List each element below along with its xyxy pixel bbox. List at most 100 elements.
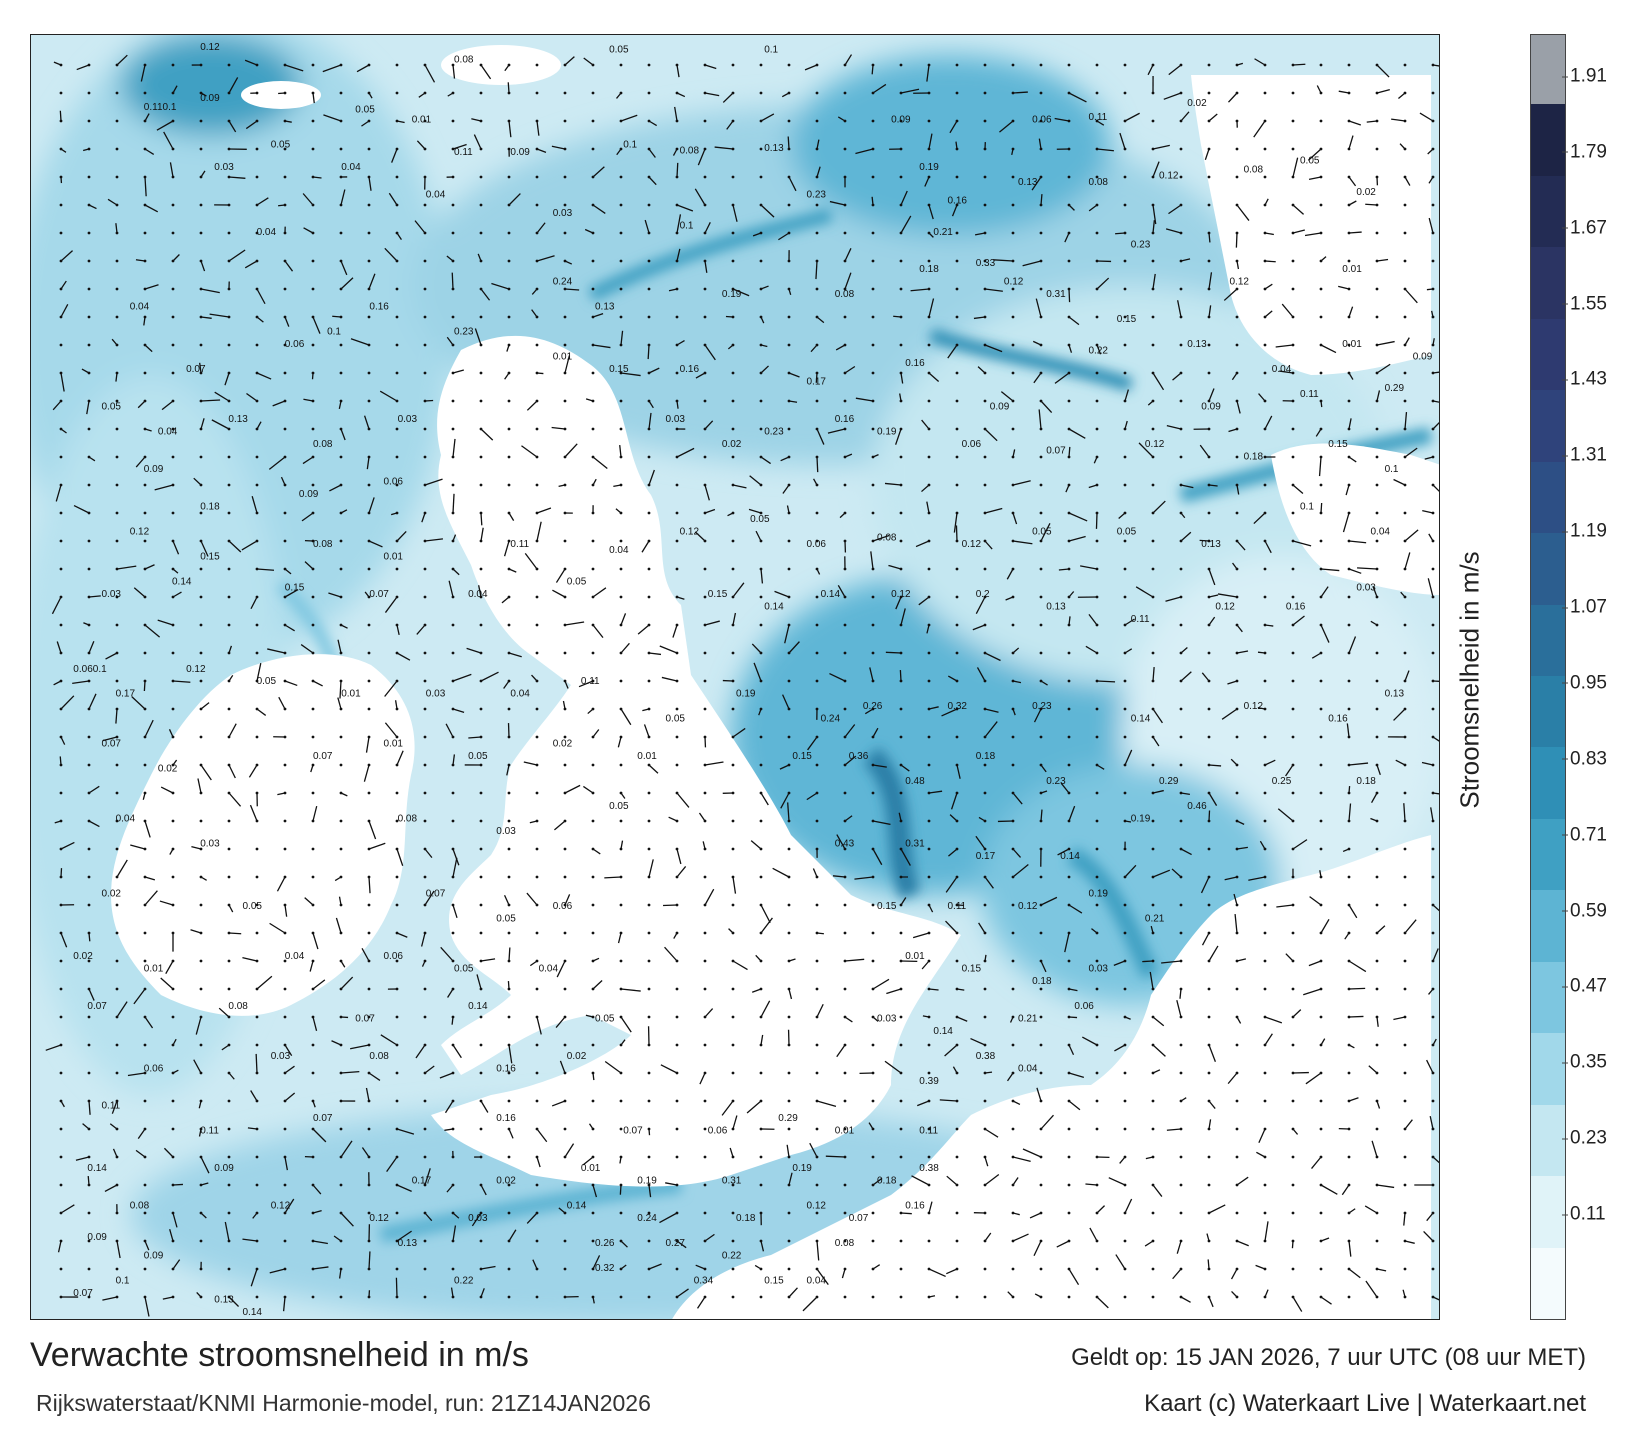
grid-dot: [1235, 987, 1239, 991]
grid-dot: [367, 1015, 371, 1019]
current-arrow: [144, 624, 161, 638]
grid-dot: [423, 567, 427, 571]
current-arrow: [782, 484, 790, 494]
current-arrow: [284, 260, 294, 272]
current-arrow: [1348, 135, 1354, 150]
speed-label: 0.05: [750, 514, 770, 525]
grid-dot: [619, 399, 623, 403]
grid-dot: [647, 203, 651, 207]
current-arrow: [1364, 1205, 1378, 1214]
grid-dot: [1319, 539, 1323, 543]
current-arrow: [73, 504, 90, 514]
colorbar-segment: [1531, 960, 1565, 1034]
current-arrow: [928, 706, 939, 710]
current-arrow: [900, 608, 906, 626]
current-arrow: [854, 876, 874, 880]
current-arrow: [1166, 1128, 1182, 1131]
grid-dot: [199, 1043, 203, 1047]
speed-label: 0.14: [821, 589, 841, 600]
grid-dot: [1207, 259, 1211, 263]
grid-dot: [675, 511, 679, 515]
colorbar-segment: [1531, 1246, 1565, 1319]
speed-label: 0.15: [200, 551, 220, 562]
grid-dot: [591, 763, 595, 767]
current-arrow: [984, 288, 1003, 292]
grid-dot: [171, 875, 175, 879]
grid-dot: [675, 1155, 679, 1159]
current-arrow: [551, 426, 566, 430]
current-arrow: [172, 591, 182, 598]
grid-dot: [899, 791, 903, 795]
grid-dot: [619, 679, 623, 683]
grid-dot: [815, 987, 819, 991]
current-arrow: [88, 988, 95, 1001]
current-arrow: [1285, 953, 1294, 962]
grid-dot: [507, 1183, 511, 1187]
grid-dot: [1375, 679, 1379, 683]
current-arrow: [1012, 863, 1029, 878]
current-arrow: [886, 988, 902, 995]
current-arrow: [1068, 92, 1087, 103]
grid-dot: [899, 1155, 903, 1159]
speed-label: 0.1: [116, 1276, 130, 1287]
current-arrow: [368, 1251, 371, 1270]
grid-dot: [955, 175, 959, 179]
grid-dot: [143, 1267, 147, 1271]
current-arrow: [583, 785, 594, 794]
speed-label: 0.07: [426, 888, 446, 899]
grid-dot: [1403, 1267, 1407, 1271]
speed-label: 0.12: [271, 1201, 291, 1212]
grid-dot: [927, 91, 931, 95]
current-arrow: [526, 1212, 538, 1224]
current-arrow: [1346, 723, 1350, 738]
current-arrow: [900, 848, 911, 866]
current-arrow: [976, 667, 986, 682]
grid-dot: [1151, 567, 1155, 571]
current-arrow: [1147, 64, 1154, 76]
grid-dot: [731, 707, 735, 711]
speed-label: 0.04: [116, 814, 136, 825]
current-arrow: [1152, 869, 1171, 878]
speed-label: 0.18: [877, 1176, 897, 1187]
grid-dot: [227, 987, 231, 991]
grid-dot: [171, 287, 175, 291]
current-arrow: [1068, 1044, 1075, 1056]
grid-dot: [1375, 875, 1379, 879]
grid-dot: [1067, 1155, 1071, 1159]
current-arrow: [312, 92, 315, 104]
current-arrow: [555, 1016, 566, 1028]
grid-dot: [1151, 651, 1155, 655]
current-arrow: [1150, 925, 1154, 934]
current-arrow: [137, 1128, 146, 1140]
current-arrow: [1208, 568, 1216, 586]
grid-dot: [227, 483, 231, 487]
speed-label: 0.13: [214, 1294, 234, 1305]
current-arrow: [340, 976, 354, 990]
speed-label: 0.03: [398, 414, 418, 425]
current-arrow: [396, 1184, 412, 1192]
grid-dot: [507, 455, 511, 459]
current-arrow: [59, 756, 62, 766]
current-arrow: [1393, 1016, 1406, 1021]
grid-dot: [395, 427, 399, 431]
grid-dot: [1263, 371, 1267, 375]
current-arrow: [526, 400, 538, 411]
current-arrow: [899, 393, 902, 402]
current-arrow: [1236, 958, 1247, 962]
grid-dot: [647, 91, 651, 95]
current-arrow: [1040, 809, 1043, 822]
grid-dot: [843, 147, 847, 151]
current-arrow: [760, 344, 768, 348]
current-arrow: [1124, 112, 1140, 122]
current-arrow: [163, 1147, 174, 1158]
current-arrow: [583, 57, 594, 66]
speed-label: 0.1: [680, 221, 694, 232]
grid-dot: [451, 651, 455, 655]
grid-dot: [1207, 63, 1211, 67]
current-arrow: [142, 792, 146, 800]
grid-dot: [675, 987, 679, 991]
current-arrow: [1292, 1128, 1299, 1135]
grid-dot: [1123, 455, 1127, 459]
grid-dot: [563, 763, 567, 767]
grid-dot: [563, 343, 567, 347]
